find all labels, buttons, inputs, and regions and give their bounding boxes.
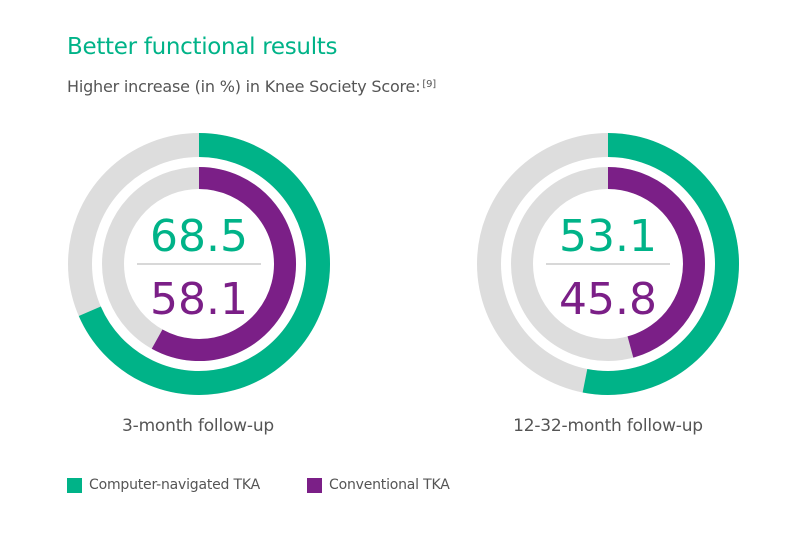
subtitle-reference: [9] [422, 79, 436, 90]
subtitle-text: Higher increase (in %) in Knee Society S… [67, 77, 421, 96]
donut-1-value-label-0: 53.1 [559, 211, 657, 262]
donut-caption-3-month: 3-month follow-up [122, 416, 274, 436]
donut-0-arc-0 [78, 133, 330, 395]
chart-subtitle: Higher increase (in %) in Knee Society S… [67, 77, 436, 96]
legend-swatch-computer-navigated [67, 477, 82, 493]
donut-1-value-label-1: 45.8 [559, 274, 657, 325]
donut-1-arc-0 [582, 133, 739, 395]
legend-label-computer-navigated: Computer-navigated TKA [89, 477, 260, 493]
donut-0-arc-1 [151, 167, 296, 361]
donut-0-value-label-0: 68.5 [150, 211, 248, 262]
donut-1-arc-1 [607, 167, 705, 358]
legend-swatch-conventional [307, 477, 322, 493]
donut-0-value-label-1: 58.1 [150, 274, 248, 325]
legend: Computer-navigated TKA Conventional TKA [0, 475, 800, 499]
legend-item-computer-navigated: Computer-navigated TKA [67, 475, 260, 495]
legend-label-conventional: Conventional TKA [329, 477, 450, 493]
donut-caption-12-32-month: 12-32-month follow-up [513, 416, 703, 436]
legend-item-conventional: Conventional TKA [307, 475, 450, 495]
chart-title: Better functional results [67, 34, 338, 60]
